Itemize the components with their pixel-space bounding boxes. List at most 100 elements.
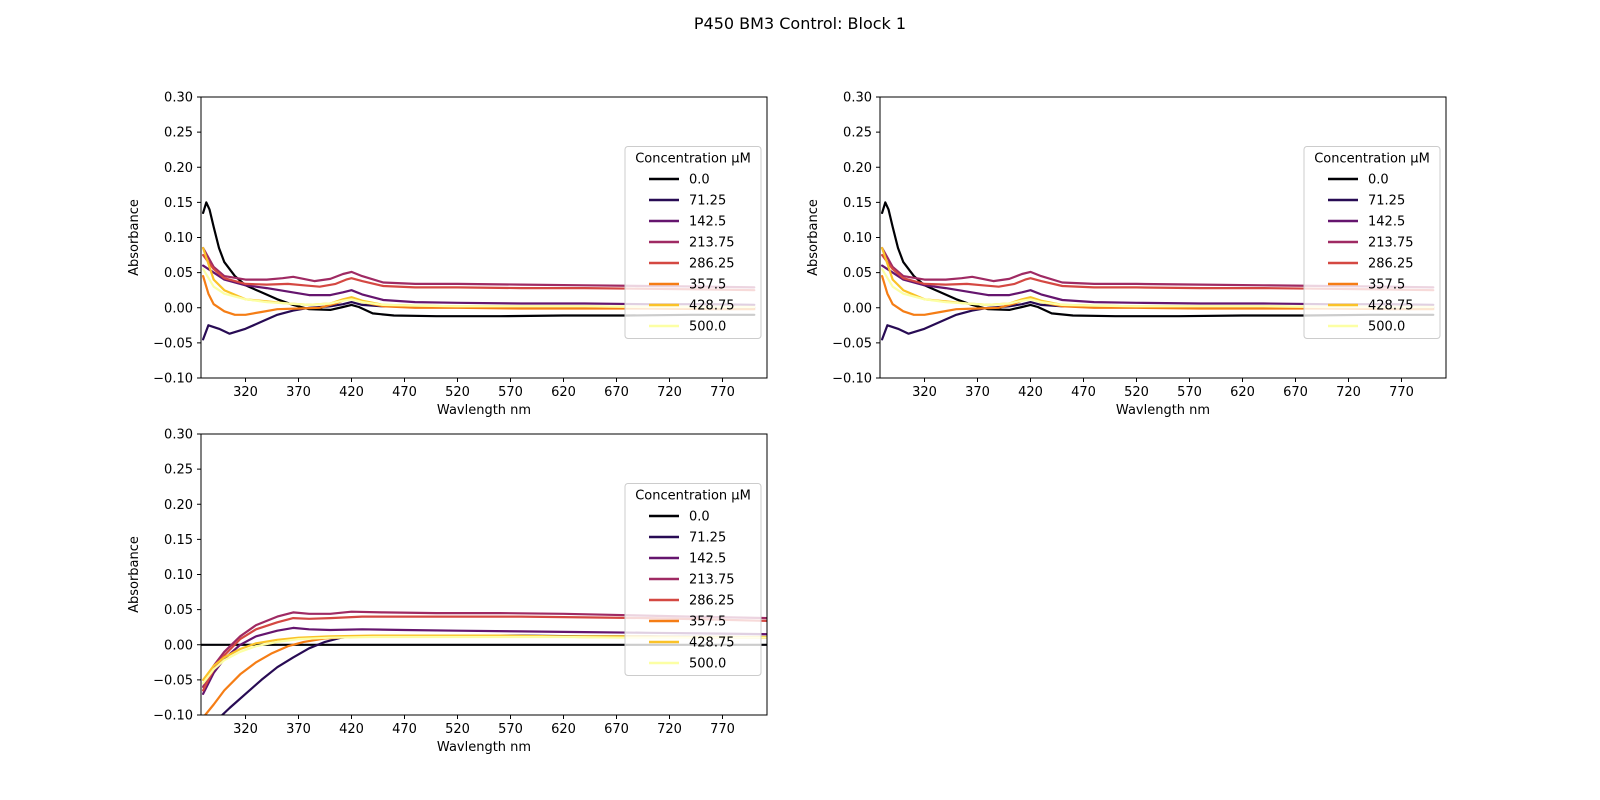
legend-box (624, 146, 762, 339)
subplot-2: 320 370 420 470 520 570 620 670 720 770 0.30 0.25 0.… (806, 91, 1447, 418)
legend: Concentration µM 0.0 71.25 142.5 213.75 286.2… (624, 483, 762, 676)
legend-label: 71.25 (689, 531, 726, 546)
legend-label: 71.25 (689, 194, 726, 209)
legend-label: 357.5 (689, 615, 726, 630)
y-tick-label: 0.05 (164, 603, 193, 618)
x-axis-label: Wavlength nm (437, 740, 531, 755)
y-tick-label: 0.00 (164, 301, 193, 316)
legend: Concentration µM 0.0 71.25 142.5 213.75 286.2… (1303, 146, 1441, 339)
legend-label: 213.75 (1368, 236, 1414, 251)
series-line-8 (880, 268, 1435, 309)
series-line-4 (880, 246, 1435, 289)
legend-label: 428.75 (689, 299, 735, 314)
legend-label: 500.0 (1368, 320, 1405, 335)
legend-label: 142.5 (1368, 215, 1405, 230)
y-tick-label: −0.10 (153, 372, 193, 387)
y-axis-label: Absorbance (806, 199, 821, 276)
x-tick-label: 420 (1018, 385, 1043, 400)
y-tick-label: −0.10 (832, 372, 872, 387)
x-tick-label: 320 (233, 722, 258, 737)
y-tick-label: −0.10 (153, 709, 193, 724)
legend-label: 213.75 (689, 236, 735, 251)
y-tick-label: 0.30 (164, 91, 193, 106)
y-tick-label: −0.05 (153, 673, 193, 688)
y-tick-label: 0.25 (164, 463, 193, 478)
y-tick-label: 0.10 (164, 568, 193, 583)
y-tick-label: 0.25 (843, 126, 872, 141)
x-tick-label: 420 (339, 385, 364, 400)
legend-label: 500.0 (689, 657, 726, 672)
x-tick-label: 420 (339, 722, 364, 737)
x-tick-label: 370 (965, 385, 990, 400)
legend-label: 428.75 (689, 636, 735, 651)
x-tick-label: 570 (1177, 385, 1202, 400)
legend-label: 500.0 (689, 320, 726, 335)
series-line-5 (202, 254, 756, 292)
y-tick-label: 0.10 (164, 231, 193, 246)
legend-label: 286.25 (689, 594, 735, 609)
x-tick-label: 320 (912, 385, 937, 400)
legend-label: 0.0 (1368, 173, 1389, 188)
legend-label: 357.5 (1368, 278, 1405, 293)
legend: Concentration µM 0.0 71.25 142.5 213.75 286.2… (624, 146, 762, 339)
legend-label: 0.0 (689, 510, 710, 525)
y-tick-label: −0.05 (153, 336, 193, 351)
x-tick-label: 620 (551, 385, 576, 400)
x-tick-label: 470 (392, 722, 417, 737)
y-tick-label: 0.25 (164, 126, 193, 141)
legend-label: 142.5 (689, 552, 726, 567)
legend-title: Concentration µM (635, 152, 751, 167)
x-tick-label: 470 (392, 385, 417, 400)
y-tick-label: 0.05 (164, 266, 193, 281)
x-tick-label: 370 (286, 385, 311, 400)
series-lines (202, 201, 756, 341)
legend-title: Concentration µM (635, 489, 751, 504)
series-line-3 (880, 264, 1435, 306)
x-tick-label: 670 (604, 722, 629, 737)
y-tick-label: 0.15 (164, 533, 193, 548)
x-tick-label: 570 (498, 385, 523, 400)
y-tick-label: 0.20 (164, 161, 193, 176)
legend-label: 357.5 (689, 278, 726, 293)
series-lines (201, 610, 767, 715)
legend-label: 142.5 (689, 215, 726, 230)
series-line-4 (202, 610, 767, 689)
x-tick-label: 770 (1389, 385, 1414, 400)
series-line-8 (202, 635, 767, 685)
legend-label: 0.0 (689, 173, 710, 188)
y-tick-label: 0.20 (843, 161, 872, 176)
x-tick-label: 670 (604, 385, 629, 400)
series-line-4 (202, 246, 756, 289)
series-lines (880, 201, 1435, 341)
y-axis-label: Absorbance (127, 199, 142, 276)
y-tick-label: 0.15 (164, 196, 193, 211)
y-tick-label: 0.00 (843, 301, 872, 316)
y-tick-label: 0.05 (843, 266, 872, 281)
legend-box (624, 483, 762, 676)
legend-title: Concentration µM (1314, 152, 1430, 167)
legend-label: 286.25 (1368, 257, 1414, 272)
x-tick-label: 520 (445, 385, 470, 400)
x-tick-label: 720 (657, 722, 682, 737)
series-line-1 (880, 201, 1435, 318)
y-tick-label: 0.00 (164, 638, 193, 653)
legend-label: 71.25 (1368, 194, 1405, 209)
series-line-3 (202, 626, 767, 696)
legend-label: 213.75 (689, 573, 735, 588)
x-axis-label: Wavlength nm (1116, 403, 1210, 418)
x-tick-label: 570 (498, 722, 523, 737)
y-axis-label: Absorbance (127, 536, 142, 613)
figure-title: P450 BM3 Control: Block 1 (694, 14, 906, 33)
x-tick-label: 670 (1283, 385, 1308, 400)
series-line-3 (202, 264, 756, 306)
legend-label: 286.25 (689, 257, 735, 272)
y-tick-label: 0.15 (843, 196, 872, 211)
series-line-5 (202, 615, 767, 692)
x-tick-label: 520 (445, 722, 470, 737)
y-tick-label: 0.30 (164, 428, 193, 443)
x-tick-label: 720 (657, 385, 682, 400)
x-tick-label: 720 (1336, 385, 1361, 400)
legend-box (1303, 146, 1441, 339)
y-tick-label: 0.30 (843, 91, 872, 106)
